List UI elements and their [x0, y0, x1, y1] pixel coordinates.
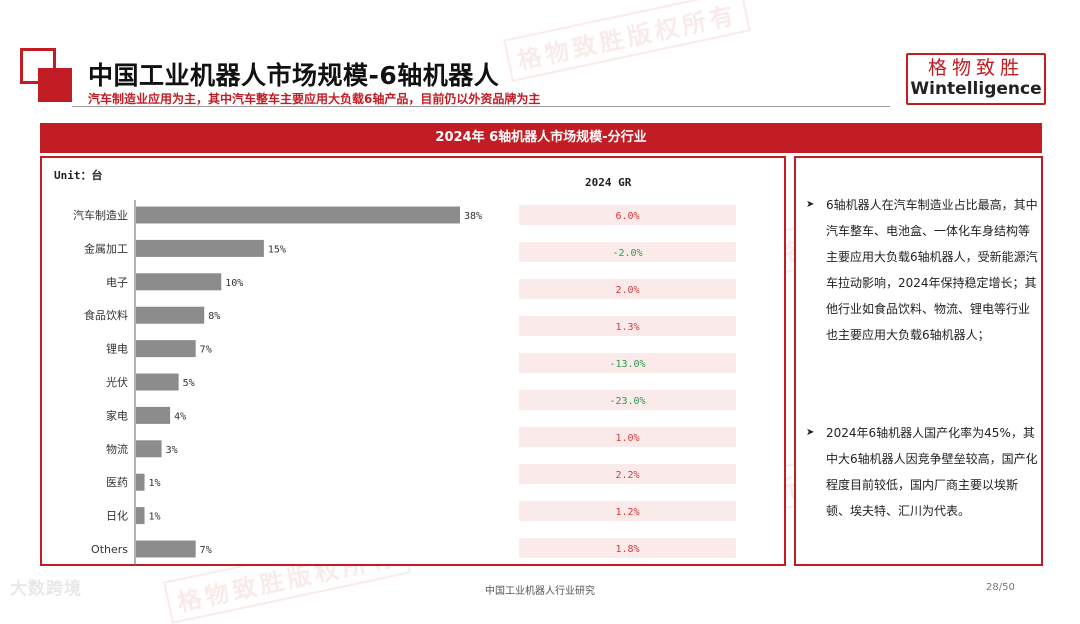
gr-cell [519, 242, 736, 262]
gr-value: 1.2% [615, 507, 639, 518]
bar [136, 507, 145, 525]
gr-value: 1.3% [615, 322, 639, 333]
value-label: 1% [149, 512, 161, 523]
bar [136, 273, 222, 291]
gr-value: -23.0% [609, 396, 645, 407]
bar [136, 473, 145, 491]
bar [136, 540, 196, 558]
source-logo: 大数跨境 [10, 579, 82, 599]
category-label: 日化 [106, 509, 128, 523]
category-label: 金属加工 [84, 241, 128, 255]
section-banner: 2024年 6轴机器人市场规模-分行业 [40, 123, 1042, 153]
gr-value: 2.0% [615, 285, 639, 296]
title-divider [72, 106, 890, 107]
value-label: 7% [200, 345, 212, 356]
value-label: 3% [166, 445, 178, 456]
category-label: 电子 [106, 276, 128, 289]
gr-cell [519, 538, 736, 558]
arrow-bullet-icon: ➤ [806, 427, 815, 438]
gr-value: 1.0% [615, 433, 639, 444]
category-label: 锂电 [106, 342, 128, 356]
value-label: 1% [149, 478, 161, 489]
gr-cell [519, 316, 736, 336]
category-label: Others [91, 543, 128, 556]
gr-value: -13.0% [609, 359, 645, 370]
bar [136, 340, 196, 358]
unit-label: Unit：台 [54, 169, 103, 182]
value-label: 38% [464, 211, 482, 222]
brand-logo: 格物致胜 Wintelligence [906, 53, 1046, 105]
category-label: 食品饮料 [84, 308, 128, 322]
bar [136, 406, 171, 424]
logo-square-fill [38, 68, 72, 102]
gr-cell [519, 427, 736, 447]
category-label: 物流 [106, 442, 128, 456]
bar [136, 440, 162, 458]
value-label: 15% [268, 244, 286, 255]
value-label: 10% [225, 278, 243, 289]
value-label: 5% [183, 378, 195, 389]
bar [136, 373, 179, 391]
gr-value: -2.0% [612, 248, 642, 259]
arrow-bullet-icon: ➤ [806, 199, 815, 210]
brand-name-cn: 格物致胜 [927, 57, 1024, 79]
gr-value: 6.0% [615, 211, 639, 222]
page-title: 中国工业机器人市场规模-6轴机器人 [88, 61, 500, 90]
gr-cell [519, 279, 736, 299]
insight-bullet-2: ➤ 2024年6轴机器人国产化率为45%，其中大6轴机器人因竞争壁垒较高，国产化… [806, 420, 1038, 524]
gr-cell [519, 353, 736, 373]
gr-cell [519, 501, 736, 521]
footer-title: 中国工业机器人行业研究 [485, 586, 595, 597]
insights-panel [794, 156, 1043, 566]
gr-column-header: 2024 GR [585, 176, 632, 189]
page-subtitle: 汽车制造业应用为主，其中汽车整车主要应用大负载6轴产品，目前仍以外资品牌为主 [88, 92, 541, 106]
category-label: 医药 [106, 476, 128, 489]
value-label: 4% [174, 411, 186, 422]
gr-value: 2.2% [615, 470, 639, 481]
value-label: 8% [208, 311, 220, 322]
insight-text-1: 6轴机器人在汽车制造业占比最高，其中汽车整车、电池盒、一体化车身结构等主要应用大… [826, 198, 1038, 342]
brand-name-en: Wintelligence [910, 79, 1042, 99]
bar [136, 206, 460, 224]
value-label: 7% [200, 545, 212, 556]
bar [136, 306, 205, 324]
gr-value: 1.8% [615, 544, 639, 555]
insight-text-2: 2024年6轴机器人国产化率为45%，其中大6轴机器人因竞争壁垒较高，国产化程度… [826, 426, 1038, 518]
category-label: 汽车制造业 [73, 208, 128, 222]
industry-bar-chart: 汽车制造业 38% 金属加工 15% 电子 10% 食品饮料 8% 锂电 7% 光伏 5% 家电 4% 物流… [73, 200, 736, 566]
gr-cell [519, 390, 736, 410]
gr-cell [519, 205, 736, 225]
page-number: 28/50 [986, 582, 1015, 593]
bar [136, 239, 264, 257]
category-label: 光伏 [106, 375, 128, 389]
gr-cell [519, 464, 736, 484]
category-label: 家电 [106, 408, 128, 422]
insight-bullet-1: ➤ 6轴机器人在汽车制造业占比最高，其中汽车整车、电池盒、一体化车身结构等主要应… [806, 192, 1038, 348]
